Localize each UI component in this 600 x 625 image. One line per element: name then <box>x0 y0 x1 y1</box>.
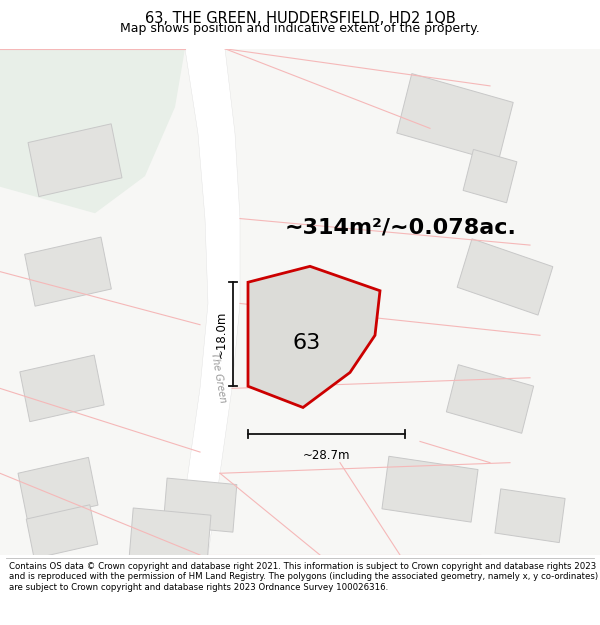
Polygon shape <box>175 49 240 555</box>
Polygon shape <box>446 365 533 433</box>
Polygon shape <box>397 74 513 162</box>
Text: The Green: The Green <box>209 352 227 404</box>
Polygon shape <box>163 478 237 532</box>
Polygon shape <box>495 489 565 542</box>
Text: 63, THE GREEN, HUDDERSFIELD, HD2 1QB: 63, THE GREEN, HUDDERSFIELD, HD2 1QB <box>145 11 455 26</box>
Text: ~314m²/~0.078ac.: ~314m²/~0.078ac. <box>285 217 517 237</box>
Polygon shape <box>463 149 517 202</box>
Polygon shape <box>457 239 553 315</box>
Polygon shape <box>129 508 211 566</box>
Polygon shape <box>18 458 98 521</box>
Text: ~18.0m: ~18.0m <box>215 311 227 358</box>
Polygon shape <box>26 505 98 559</box>
Polygon shape <box>28 124 122 196</box>
Polygon shape <box>20 355 104 422</box>
Polygon shape <box>25 237 112 306</box>
Polygon shape <box>248 266 380 408</box>
Text: Map shows position and indicative extent of the property.: Map shows position and indicative extent… <box>120 22 480 35</box>
Text: Contains OS data © Crown copyright and database right 2021. This information is : Contains OS data © Crown copyright and d… <box>9 562 598 592</box>
Polygon shape <box>382 456 478 522</box>
Text: ~28.7m: ~28.7m <box>303 449 350 462</box>
Polygon shape <box>0 49 185 213</box>
Text: 63: 63 <box>292 333 320 353</box>
